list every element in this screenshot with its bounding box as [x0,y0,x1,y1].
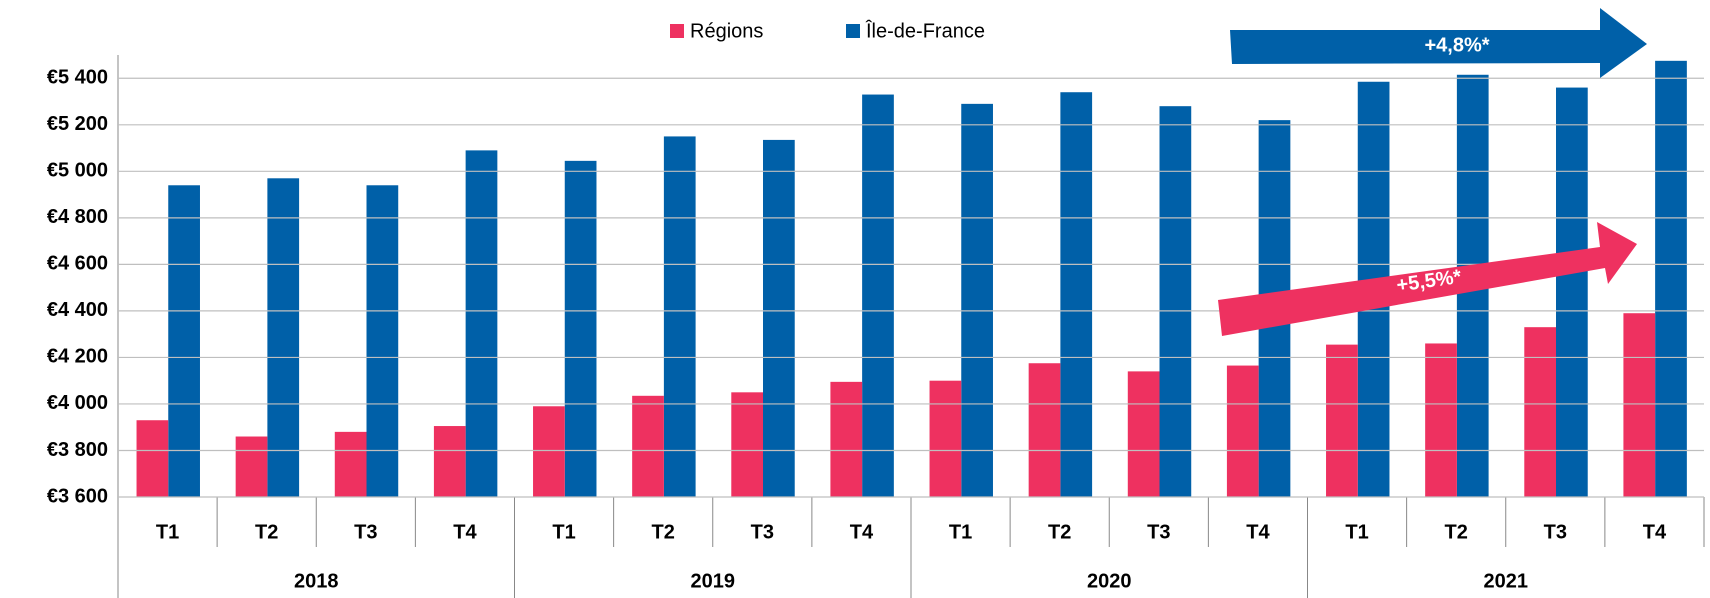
x-tick-label: T3 [1147,521,1170,543]
bar [663,136,696,497]
bar [267,178,300,497]
bar [168,185,200,497]
x-tick-label: T2 [1048,521,1071,543]
bar [1226,365,1259,497]
bar [433,426,466,497]
bar [929,380,962,497]
bar [961,103,993,497]
x-tick-label: T1 [949,521,972,543]
bar [1524,327,1557,497]
x-tick-label: T1 [156,521,179,543]
x-tick-label: T2 [1445,521,1468,543]
bar [763,139,795,497]
legend-swatch [846,24,860,38]
x-tick-label: T4 [1246,521,1270,543]
bar [1159,106,1192,497]
y-tick-label: €4 400 [47,299,108,321]
group-label: 2018 [294,570,339,592]
legend-swatch [670,24,684,38]
y-tick-label: €4 000 [47,392,108,414]
trend-arrow [1218,222,1637,336]
y-tick-label: €3 600 [47,485,108,507]
bar [862,94,894,498]
bar [465,150,498,497]
x-tick-label: T4 [453,521,477,543]
bar [1623,313,1656,497]
trend-arrow [1230,8,1647,78]
y-tick-label: €4 800 [47,206,108,228]
group-label: 2019 [691,570,736,592]
bar [235,436,268,497]
legend-label: Île-de-France [865,19,985,42]
y-tick-label: €4 200 [47,346,108,368]
bar [1556,87,1588,497]
bar [1655,60,1687,497]
legend-label: Régions [690,20,763,42]
x-tick-label: T4 [850,521,874,543]
x-tick-label: T2 [255,521,278,543]
bar [136,420,169,497]
x-tick-label: T1 [552,521,575,543]
bar [830,381,863,497]
x-tick-label: T3 [1544,521,1567,543]
bar [564,160,597,498]
y-tick-label: €4 600 [47,253,108,275]
y-tick-label: €5 200 [47,113,108,135]
bar [1060,92,1093,497]
bar [731,392,764,497]
bar [366,185,399,497]
x-tick-label: T3 [354,521,377,543]
bar [533,406,565,497]
bar [334,431,367,497]
bar [1425,343,1457,497]
x-tick-label: T4 [1643,521,1667,543]
x-tick-label: T2 [652,521,675,543]
y-tick-label: €5 000 [47,160,108,182]
group-label: 2020 [1087,570,1132,592]
bar [1127,371,1160,497]
group-label: 2021 [1484,570,1529,592]
x-tick-label: T3 [751,521,774,543]
bar [1326,344,1358,497]
y-tick-label: €5 400 [47,67,108,89]
y-tick-label: €3 800 [47,439,108,461]
x-tick-label: T1 [1345,521,1368,543]
bar [632,395,664,497]
annotation: +4,8%* [1424,34,1489,56]
bar [1028,363,1061,497]
